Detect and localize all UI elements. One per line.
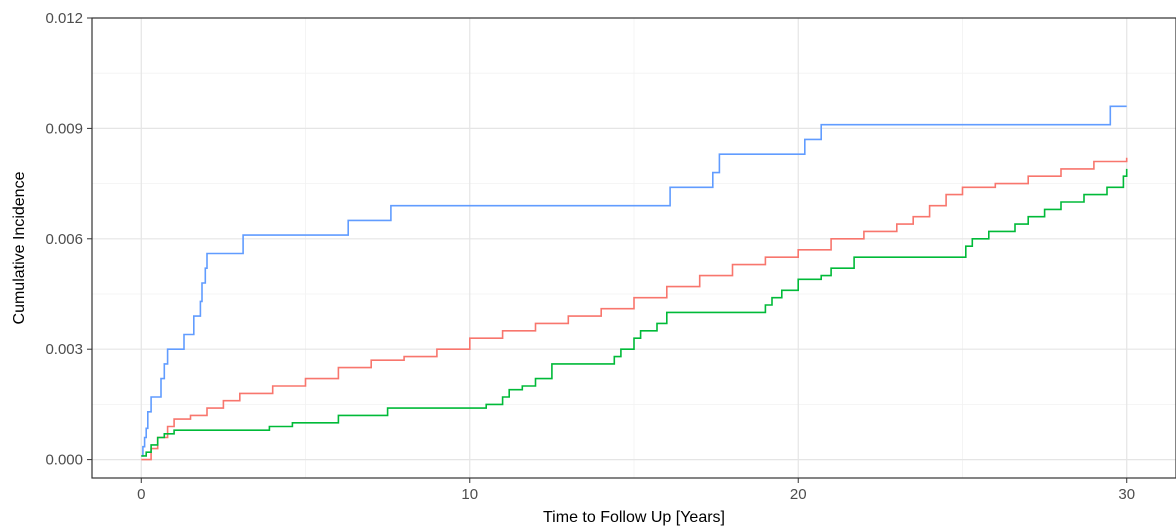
x-axis: 0 10 20 30	[137, 478, 1135, 503]
y-tick-label: 0.006	[45, 231, 83, 248]
x-tick-label: 20	[790, 486, 807, 503]
y-tick-label: 0.000	[45, 452, 83, 469]
x-tick-label: 30	[1118, 486, 1135, 503]
y-axis: 0.000 0.003 0.006 0.009 0.012	[45, 10, 92, 469]
x-tick-label: 10	[461, 486, 478, 503]
series-line-1	[141, 105, 1127, 457]
y-tick-label: 0.003	[45, 341, 83, 358]
y-tick-label: 0.009	[45, 120, 83, 137]
series-lines	[141, 105, 1128, 461]
series-line-2	[141, 157, 1128, 461]
series-line-3	[141, 168, 1128, 457]
x-axis-title: Time to Follow Up [Years]	[543, 509, 725, 526]
x-tick-label: 0	[137, 486, 145, 503]
y-axis-title: Cumulative Incidence	[11, 171, 28, 324]
y-tick-label: 0.012	[45, 10, 83, 27]
plot-panel-border	[91, 17, 1176, 479]
grid	[92, 17, 1176, 478]
